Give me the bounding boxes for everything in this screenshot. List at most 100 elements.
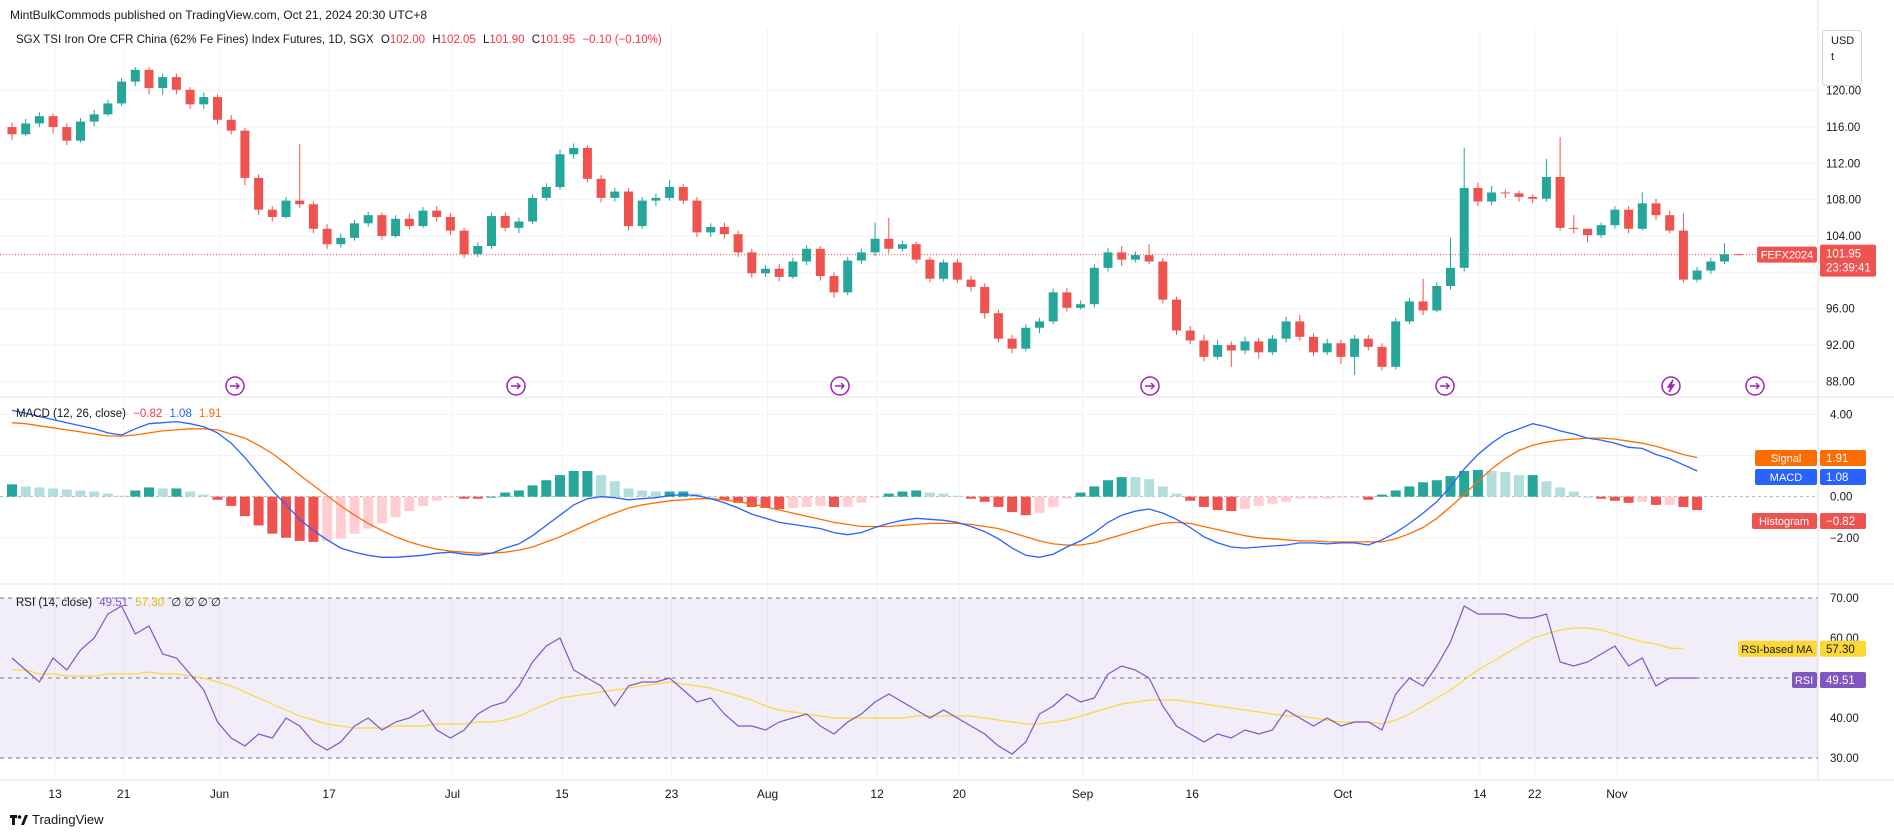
candle-body: [213, 97, 222, 120]
dividend-arrow-icon[interactable]: [506, 376, 526, 396]
candle-body: [1528, 196, 1538, 199]
signal-label-text: Signal: [1771, 453, 1802, 465]
macd-histogram-bar: [774, 496, 785, 509]
candle-body: [761, 268, 770, 274]
currency-unit-button[interactable]: USD t: [1822, 30, 1862, 86]
macd-histogram-bar: [418, 496, 428, 506]
candle-body: [569, 147, 579, 155]
macd-label-text: MACD: [1770, 472, 1802, 484]
candle-body: [1144, 255, 1154, 262]
time-tick-label: Oct: [1334, 787, 1353, 801]
macd-histogram-bar: [719, 496, 730, 500]
macd-value-tag: [1820, 469, 1866, 485]
candle-body: [473, 246, 483, 255]
macd-histogram-bar: [555, 475, 565, 497]
macd-histogram-bar: [1322, 496, 1333, 499]
macd-histogram-bar: [1363, 496, 1374, 500]
candle-body: [1226, 345, 1236, 351]
macd-histogram-bar: [1267, 496, 1278, 504]
candle-body: [404, 218, 414, 227]
tradingview-logo-icon: [10, 814, 28, 825]
macd-histogram-bar: [993, 496, 1004, 507]
candle-body: [980, 286, 990, 314]
candle-body: [1322, 343, 1332, 353]
earnings-flash-icon[interactable]: [1661, 376, 1681, 396]
macd-histogram-bar: [1103, 480, 1113, 497]
candle-body: [1062, 292, 1072, 308]
macd-histogram-bar: [952, 495, 963, 497]
time-tick-label: 14: [1473, 787, 1487, 801]
candle-body: [993, 313, 1003, 339]
macd-histogram-bar: [376, 496, 387, 524]
close-label: C: [531, 34, 541, 46]
rsi-label-text: RSI: [1795, 675, 1813, 687]
open-value: 102.00: [389, 34, 426, 46]
rsi-value-tag: [1820, 671, 1866, 688]
macd-histogram-bar: [1541, 481, 1552, 497]
macd-histogram-bar: [1568, 491, 1579, 497]
dividend-arrow-icon[interactable]: [1435, 376, 1455, 396]
dividend-arrow-icon[interactable]: [225, 376, 245, 396]
histogram-value-tag: [1820, 513, 1866, 529]
macd-histogram-bar: [34, 487, 45, 497]
symbol-name: SGX TSI Iron Ore CFR China (62% Fe Fines…: [16, 34, 374, 46]
candle-body: [487, 216, 496, 247]
candle-body: [528, 197, 538, 222]
candle-body: [596, 178, 606, 198]
candle-body: [952, 262, 962, 280]
macd-histogram-bar: [472, 496, 483, 499]
price-tick-label: 88.00: [1826, 376, 1855, 388]
macd-hist-value: −0.82: [133, 408, 163, 420]
candle-body: [678, 186, 688, 201]
candle-body: [1418, 301, 1428, 311]
candle-body: [856, 252, 866, 261]
macd-histogram-bar: [1582, 496, 1593, 498]
candle-body: [377, 215, 387, 237]
macd-histogram-bar: [1130, 477, 1141, 497]
candle-body: [1487, 192, 1497, 202]
macd-histogram-bar: [1061, 496, 1072, 499]
candle-body: [1130, 255, 1140, 260]
candle-body: [308, 204, 318, 229]
rsi-value: 49.51: [99, 597, 129, 609]
candle-body: [1350, 338, 1360, 357]
candle-body: [459, 230, 469, 255]
macd-histogram-bar: [1212, 496, 1223, 511]
dividend-arrow-icon[interactable]: [830, 376, 850, 396]
tradingview-brand[interactable]: TradingView: [10, 812, 104, 827]
rsi-ma-value-tag: [1820, 640, 1866, 657]
candle-body: [692, 200, 702, 233]
price-tick-label: 92.00: [1826, 340, 1855, 352]
macd-histogram-bar: [171, 488, 182, 497]
candle-body: [1665, 215, 1675, 231]
macd-histogram-bar: [801, 496, 812, 507]
candle-body: [281, 200, 291, 217]
macd-histogram-bar: [664, 491, 675, 497]
rsi-tick-label: 70.00: [1830, 593, 1859, 605]
macd-name: MACD (12, 26, close): [16, 408, 126, 420]
candle-body: [1267, 338, 1277, 353]
candle-body: [1295, 321, 1305, 337]
macd-histogram-bar: [1609, 496, 1620, 501]
candle-body: [171, 77, 181, 90]
candle-body: [226, 119, 236, 131]
dividend-arrow-icon[interactable]: [1140, 376, 1160, 396]
macd-histogram-bar: [1226, 496, 1237, 512]
candle-body: [747, 252, 757, 274]
macd-histogram-bar: [431, 496, 442, 501]
candle-body: [665, 186, 675, 198]
macd-histogram-bar: [7, 484, 17, 497]
candle-body: [1007, 338, 1017, 349]
time-tick-label: 15: [555, 787, 569, 801]
candle-body: [802, 248, 812, 262]
macd-histogram-bar: [513, 490, 524, 497]
candle-body: [1391, 321, 1401, 367]
rsi-ma-label-text: RSI-based MA: [1741, 644, 1813, 656]
candle-body: [1733, 254, 1743, 256]
signal-value-text: 1.91: [1826, 453, 1848, 465]
macd-histogram-bar: [363, 496, 374, 529]
dividend-arrow-icon[interactable]: [1745, 376, 1765, 396]
candle-body: [1377, 346, 1387, 367]
macd-label-tag: [1755, 469, 1817, 485]
